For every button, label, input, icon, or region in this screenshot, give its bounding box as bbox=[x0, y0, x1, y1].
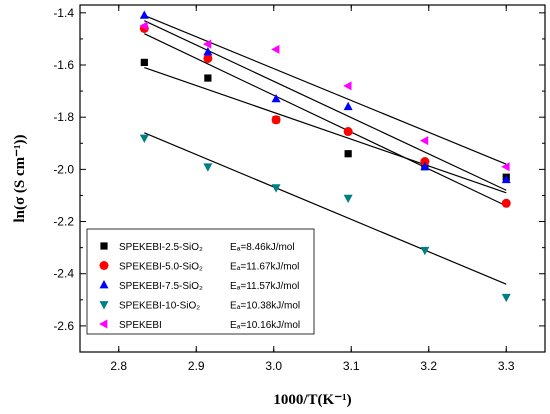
legend-series-name: SPEKEBI-2.5-SiO₂ bbox=[119, 242, 203, 253]
fit-line bbox=[144, 14, 507, 165]
legend-marker bbox=[99, 301, 109, 310]
y-tick-label: -2.0 bbox=[53, 162, 74, 176]
data-point bbox=[344, 150, 352, 158]
legend-series-name: SPEKEBI-10-SiO₂ bbox=[119, 301, 200, 312]
x-tick-label: 3.2 bbox=[420, 359, 437, 373]
data-point bbox=[139, 134, 149, 144]
x-axis-title: 1000/T(K⁻¹) bbox=[273, 392, 351, 408]
legend: SPEKEBI-2.5-SiO₂ Eₐ=8.46kJ/mol SPEKEBI-5.0… bbox=[86, 228, 315, 335]
data-point bbox=[204, 74, 212, 82]
data-markers bbox=[139, 10, 511, 303]
y-tick-label: -2.2 bbox=[53, 215, 74, 229]
data-point bbox=[420, 161, 430, 171]
axis-tick-labels: 2.8 2.9 3.0 3.1 3.2 3.3 -1.4 -1.6 -1.8 -2.0 -2.2 -2… bbox=[53, 6, 515, 373]
data-point bbox=[139, 21, 148, 31]
data-point bbox=[343, 81, 352, 91]
data-point bbox=[501, 198, 511, 208]
legend-marker bbox=[100, 242, 108, 250]
legend-series-name: SPEKEBI bbox=[119, 320, 162, 331]
x-tick-label: 3.3 bbox=[498, 359, 515, 373]
data-point bbox=[271, 44, 280, 54]
data-point bbox=[501, 293, 511, 303]
data-point bbox=[420, 246, 430, 256]
legend-activation-energy: Eₐ=11.57kJ/mol bbox=[230, 281, 299, 292]
fit-line bbox=[144, 132, 507, 285]
legend-activation-energy: Eₐ=8.46kJ/mol bbox=[230, 242, 295, 253]
plot-frame bbox=[79, 4, 546, 353]
legend-marker bbox=[99, 319, 108, 329]
y-tick-label: -1.4 bbox=[53, 6, 74, 20]
y-tick-label: -2.6 bbox=[53, 319, 74, 333]
data-point bbox=[343, 127, 353, 137]
legend-activation-energy: Eₐ=11.67kJ/mol bbox=[230, 262, 299, 273]
legend-box bbox=[86, 228, 315, 335]
data-point bbox=[501, 174, 511, 184]
data-point bbox=[501, 162, 510, 172]
y-tick-label: -2.4 bbox=[53, 267, 74, 281]
legend-series-name: SPEKEBI-5.0-SiO₂ bbox=[119, 262, 203, 273]
data-point bbox=[203, 47, 213, 56]
data-point bbox=[419, 136, 429, 146]
fit-line bbox=[144, 67, 507, 194]
x-tick-label: 2.8 bbox=[110, 359, 127, 373]
data-point bbox=[203, 163, 213, 172]
y-axis-title: ln(σ (S cm⁻¹)) bbox=[12, 134, 28, 222]
x-tick-label: 3.1 bbox=[343, 359, 360, 373]
y-tick-label: -1.6 bbox=[53, 58, 74, 72]
legend-marker bbox=[99, 280, 109, 289]
x-tick-label: 3.0 bbox=[265, 359, 282, 373]
fit-line bbox=[144, 20, 507, 191]
fit-lines bbox=[144, 14, 507, 285]
data-point bbox=[139, 10, 149, 19]
data-point bbox=[271, 184, 281, 193]
legend-activation-energy: Eₐ=10.16kJ/mol bbox=[230, 320, 300, 331]
y-tick-label: -1.8 bbox=[53, 110, 74, 124]
data-point bbox=[271, 93, 281, 103]
data-point bbox=[202, 39, 212, 49]
data-point bbox=[271, 115, 281, 125]
data-point bbox=[140, 58, 148, 66]
axis-ticks bbox=[80, 5, 545, 353]
data-point bbox=[420, 157, 430, 167]
data-point bbox=[343, 101, 353, 111]
data-point bbox=[343, 194, 353, 204]
legend-marker bbox=[99, 261, 109, 270]
legend-activation-energy: Eₐ=10.38kJ/mol bbox=[230, 301, 300, 312]
fit-line bbox=[144, 33, 507, 207]
x-tick-label: 2.9 bbox=[188, 359, 205, 373]
legend-series-name: SPEKEBI-7.5-SiO₂ bbox=[119, 281, 203, 292]
data-point bbox=[203, 53, 213, 63]
